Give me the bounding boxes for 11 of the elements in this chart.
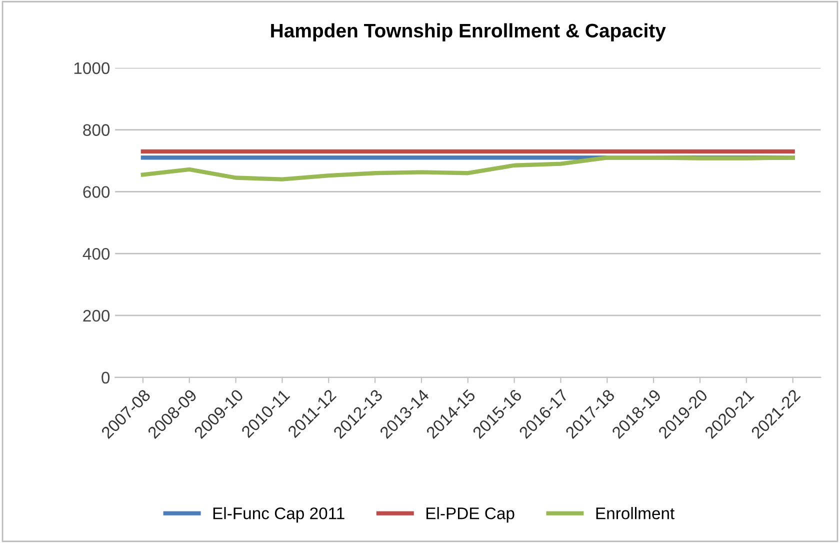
y-tick-label: 1000: [74, 62, 110, 74]
line-series: [140, 156, 795, 182]
y-tick-label: 600: [83, 186, 110, 198]
y-tick-label: 800: [83, 124, 110, 136]
legend-label: El-PDE Cap: [426, 507, 514, 523]
y-tick-label: 200: [83, 310, 110, 322]
chart-title: Hampden Township Enrollment & Capacity: [271, 23, 666, 42]
y-tick-label: 0: [102, 372, 110, 384]
legend-label: El-Func Cap 2011: [213, 507, 344, 523]
legend-label: Enrollment: [596, 507, 675, 520]
y-tick-label: 400: [82, 248, 110, 260]
